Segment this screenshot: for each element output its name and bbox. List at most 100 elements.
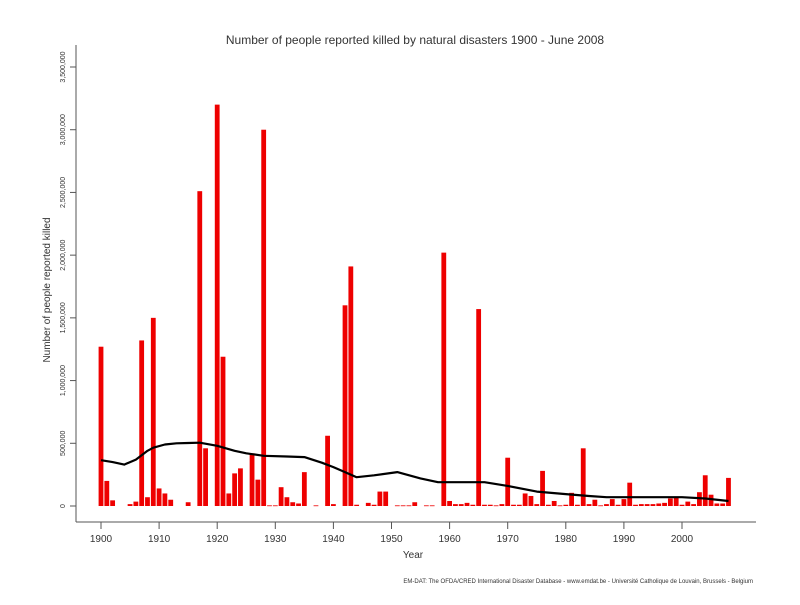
bar-1977 (545, 504, 551, 506)
bar-1984 (586, 504, 592, 506)
bar-1990 (621, 499, 627, 506)
bar-1961 (453, 504, 458, 506)
x-tick-label: 1980 (555, 534, 578, 545)
bar-1988 (609, 499, 615, 506)
trend-line (100, 441, 729, 503)
bar-1969 (499, 504, 505, 506)
bar-1976 (540, 470, 545, 506)
x-tick-label: 1910 (148, 534, 171, 545)
bar-1964 (470, 504, 476, 506)
bar-1954 (412, 502, 418, 506)
bar-1979 (557, 505, 563, 507)
bar-1959 (441, 252, 447, 506)
bar-1933 (290, 502, 296, 506)
bar-1994 (644, 504, 650, 506)
bar-1968 (493, 505, 499, 507)
bar-1902 (110, 500, 116, 506)
bar-1905 (127, 504, 133, 506)
trend-group (100, 441, 729, 503)
bar-1907 (139, 340, 145, 506)
bar-1970 (505, 457, 511, 506)
bar-1995 (650, 504, 656, 506)
bar-1965 (476, 309, 482, 506)
bar-2005 (708, 494, 714, 506)
bar-1926 (249, 453, 255, 506)
bar-1922 (226, 493, 232, 506)
bar-1942 (342, 305, 348, 506)
bar-1940 (331, 504, 336, 506)
source-credit: EM-DAT: The OFDA/CRED International Disa… (403, 579, 753, 585)
bar-1953 (406, 505, 412, 507)
bar-2007 (720, 503, 726, 506)
bar-1963 (464, 502, 470, 506)
x-tick-label: 1950 (380, 534, 403, 545)
bar-1996 (656, 503, 662, 506)
bar-1932 (284, 497, 290, 506)
y-tick-label: 3,000,000 (60, 114, 67, 145)
bar-1946 (365, 502, 371, 506)
bar-1939 (325, 435, 330, 506)
bar-1960 (447, 500, 452, 506)
bar-1929 (267, 505, 272, 507)
bar-1948 (377, 491, 383, 506)
bar-1924 (238, 468, 243, 506)
bar-1923 (232, 473, 238, 506)
bar-1908 (145, 497, 150, 506)
bar-1912 (168, 499, 174, 506)
y-tick-label: 2,000,000 (60, 239, 67, 270)
bar-1937 (313, 505, 319, 507)
bar-1975 (534, 504, 540, 506)
y-tick-label: 3,500,000 (60, 51, 67, 82)
bar-1931 (278, 487, 284, 506)
bar-1985 (592, 499, 598, 506)
bar-1947 (371, 504, 377, 506)
x-tick-label: 1990 (613, 534, 636, 545)
bar-1982 (575, 504, 580, 506)
bar-1952 (400, 505, 406, 507)
bar-1987 (604, 504, 609, 506)
chart-title: Number of people reported killed by natu… (226, 33, 605, 47)
bar-1991 (627, 482, 633, 506)
bar-1999 (673, 497, 679, 506)
bar-1920 (214, 104, 220, 506)
bar-2002 (691, 504, 697, 506)
y-tick-label: 2,500,000 (60, 177, 67, 208)
bar-1918 (203, 448, 208, 506)
bar-1981 (569, 492, 575, 506)
bar-1943 (348, 266, 354, 506)
bar-1992 (633, 504, 638, 506)
bar-1993 (638, 504, 644, 506)
bar-1951 (394, 505, 400, 507)
bar-1944 (354, 504, 360, 506)
y-tick-label: 1,500,000 (60, 302, 67, 333)
bar-1906 (133, 501, 139, 506)
x-tick-label: 1900 (90, 534, 113, 545)
bar-1909 (150, 317, 156, 506)
bar-2000 (679, 504, 685, 506)
x-tick-label: 1970 (497, 534, 520, 545)
bar-1966 (482, 504, 487, 506)
y-axis-label: Number of people reported killed (42, 217, 53, 362)
bar-1983 (580, 448, 586, 506)
bar-1910 (156, 488, 162, 506)
x-tick-label: 1940 (322, 534, 345, 545)
bar-1928 (261, 129, 267, 506)
bar-1935 (301, 472, 307, 506)
bar-1980 (563, 504, 569, 506)
bar-1989 (615, 504, 621, 506)
x-tick-label: 1930 (264, 534, 287, 545)
bar-1967 (487, 504, 493, 506)
bar-1930 (272, 505, 278, 507)
axes-group (75, 45, 756, 523)
bar-1949 (383, 491, 389, 506)
x-tick-label: 1920 (206, 534, 229, 545)
x-axis-label: Year (403, 550, 424, 561)
bar-2006 (714, 503, 720, 506)
y-ticks-group: 0 500,000 1,000,000 1,500,000 2,000,000 2,500… (60, 51, 76, 508)
bars-group (98, 104, 731, 507)
bar-2008 (726, 477, 731, 506)
bar-1901 (104, 480, 110, 506)
bar-1921 (220, 356, 226, 506)
bar-1934 (296, 503, 301, 506)
